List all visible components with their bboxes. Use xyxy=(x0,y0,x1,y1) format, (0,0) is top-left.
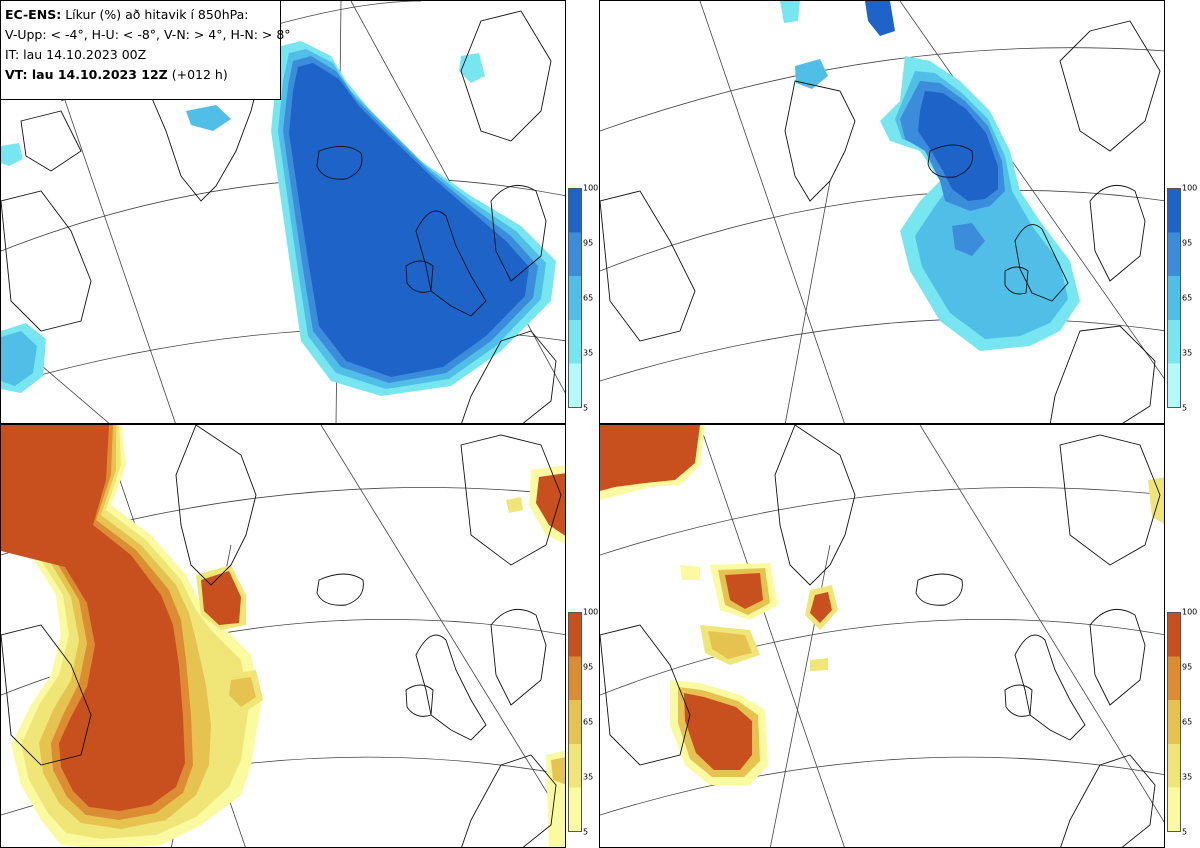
coastlines xyxy=(600,425,1161,847)
map-canvas xyxy=(1,1,565,423)
map-canvas xyxy=(600,1,1164,423)
model-label: EC-ENS: xyxy=(5,7,62,22)
colorbar-cold-tr xyxy=(1167,188,1181,408)
colorbar-tick-label: 100 xyxy=(583,607,599,617)
map-canvas xyxy=(1,425,565,847)
colorbar-tick-label: 65 xyxy=(1182,717,1193,727)
probability-field-warm xyxy=(1,425,565,847)
colorbar-tick-label: 95 xyxy=(583,238,594,248)
probability-field-warm xyxy=(600,425,1164,785)
probability-field-cold xyxy=(1,41,556,396)
colorbar-tick-label: 5 xyxy=(1182,827,1188,837)
probability-field-cold xyxy=(780,1,1080,351)
colorbar-warm-bl xyxy=(568,612,582,832)
map-panel-h-n xyxy=(599,424,1165,848)
colorbar-tick-label: 65 xyxy=(583,717,594,727)
colorbar-tick-label: 5 xyxy=(1182,403,1188,413)
colorbar-tick-label: 35 xyxy=(583,348,594,358)
colorbar-tick-label: 35 xyxy=(1182,772,1193,782)
colorbar-tick-label: 65 xyxy=(1182,293,1193,303)
map-panel-h-u xyxy=(599,0,1165,424)
title-line: EC-ENS: Líkur (%) að hitavik í 850hPa: xyxy=(5,5,280,25)
graticule xyxy=(600,1,1164,423)
lead-time: (+012 h) xyxy=(171,67,228,82)
colorbar-warm-br xyxy=(1167,612,1181,832)
colorbar-tick-label: 35 xyxy=(1182,348,1193,358)
map-panel-v-upp xyxy=(0,0,566,424)
title-text: Líkur (%) að hitavik í 850hPa: xyxy=(65,7,249,22)
map-panel-v-n xyxy=(0,424,566,848)
graticule xyxy=(600,425,1164,847)
colorbar-cold-tl xyxy=(568,188,582,408)
coastlines xyxy=(600,20,1161,423)
map-canvas xyxy=(600,425,1164,847)
valid-time: VT: lau 14.10.2023 12Z xyxy=(5,67,168,82)
coastlines xyxy=(1,425,562,847)
colorbar-tick-label: 100 xyxy=(1182,607,1198,617)
colorbar-tick-label: 95 xyxy=(1182,662,1193,672)
legend-line: V-Upp: < -4°, H-U: < -8°, V-N: > 4°, H-N… xyxy=(5,27,291,42)
info-box: EC-ENS: Líkur (%) að hitavik í 850hPa: V… xyxy=(0,0,291,100)
colorbar-tick-label: 100 xyxy=(1182,183,1198,193)
init-time: IT: lau 14.10.2023 00Z xyxy=(5,47,147,62)
colorbar-tick-label: 100 xyxy=(583,183,599,193)
colorbar-tick-label: 95 xyxy=(583,662,594,672)
colorbar-tick-label: 5 xyxy=(583,403,589,413)
colorbar-tick-label: 95 xyxy=(1182,238,1193,248)
colorbar-tick-label: 35 xyxy=(583,772,594,782)
colorbar-tick-label: 5 xyxy=(583,827,589,837)
colorbar-tick-label: 65 xyxy=(583,293,594,303)
valid-time-line: VT: lau 14.10.2023 12Z (+012 h) xyxy=(5,65,280,85)
